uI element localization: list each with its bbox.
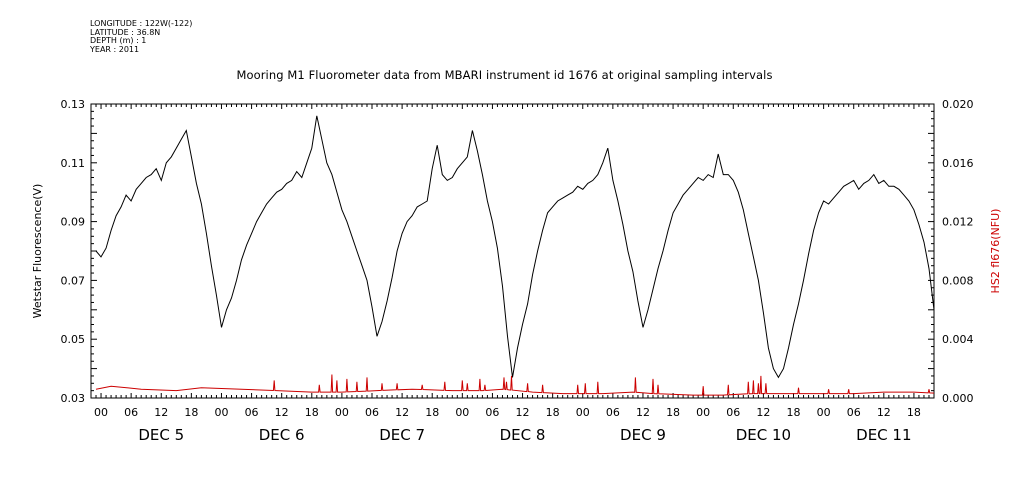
x-day-label: DEC 6 xyxy=(259,426,305,444)
meta-longitude: LONGITUDE : 122W(-122) xyxy=(90,19,193,28)
y-axis-left-label: Wetstar Fluorescence(V) xyxy=(31,184,44,319)
x-tick-label: 18 xyxy=(787,406,801,419)
x-tick-label: 06 xyxy=(245,406,259,419)
y-right-tick-label: 0.008 xyxy=(942,274,974,287)
y-left-tick-label: 0.03 xyxy=(61,392,86,405)
chart-title: Mooring M1 Fluorometer data from MBARI i… xyxy=(236,68,773,82)
x-tick-label: 18 xyxy=(546,406,560,419)
x-tick-label: 12 xyxy=(636,406,650,419)
x-tick-label: 18 xyxy=(425,406,439,419)
x-tick-label: 12 xyxy=(756,406,770,419)
x-day-label: DEC 8 xyxy=(500,426,546,444)
x-tick-label: 00 xyxy=(94,406,108,419)
y-left-tick-label: 0.05 xyxy=(61,333,86,346)
y-left-tick-label: 0.09 xyxy=(61,216,86,229)
x-tick-label: 00 xyxy=(817,406,831,419)
x-tick-label: 00 xyxy=(214,406,228,419)
y-right-tick-label: 0.016 xyxy=(942,157,974,170)
x-tick-label: 18 xyxy=(666,406,680,419)
x-tick-label: 06 xyxy=(485,406,499,419)
x-day-label: DEC 10 xyxy=(736,426,791,444)
x-tick-label: 06 xyxy=(124,406,138,419)
y-left-tick-label: 0.11 xyxy=(61,157,86,170)
meta-latitude: LATITUDE : 36.8N xyxy=(90,27,161,37)
x-tick-label: 00 xyxy=(696,406,710,419)
x-tick-label: 12 xyxy=(877,406,891,419)
series-hs2-line xyxy=(95,374,934,396)
series-wetstar-line xyxy=(95,115,934,379)
x-day-label: DEC 7 xyxy=(379,426,425,444)
series-layer xyxy=(95,115,934,396)
y-right-tick-label: 0.012 xyxy=(942,216,974,229)
x-day-label: DEC 9 xyxy=(620,426,666,444)
metadata-block: LONGITUDE : 122W(-122) LATITUDE : 36.8N … xyxy=(90,19,193,54)
meta-year: YEAR : 2011 xyxy=(90,44,140,54)
x-tick-label: 12 xyxy=(395,406,409,419)
x-tick-label: 18 xyxy=(305,406,319,419)
axes: 00 06 12 18 00 06 12 18 00 06 12 18 00 06 12 18 00 06 12 18… xyxy=(61,98,974,444)
y-right-tick-label: 0.000 xyxy=(942,392,974,405)
y-axis-right-label: HS2 fl676(NFU) xyxy=(989,209,1002,294)
x-tick-label: 12 xyxy=(516,406,530,419)
x-tick-label: 00 xyxy=(455,406,469,419)
x-tick-label: 00 xyxy=(576,406,590,419)
x-day-label: DEC 5 xyxy=(138,426,184,444)
x-tick-label: 12 xyxy=(154,406,168,419)
x-tick-label: 06 xyxy=(606,406,620,419)
x-tick-label: 18 xyxy=(184,406,198,419)
y-right-tick-label: 0.020 xyxy=(942,98,974,111)
x-tick-label: 06 xyxy=(847,406,861,419)
meta-depth: DEPTH (m) : 1 xyxy=(90,36,147,45)
x-tick-label: 06 xyxy=(726,406,740,419)
y-left-tick-label: 0.13 xyxy=(61,98,86,111)
y-right-tick-label: 0.004 xyxy=(942,333,974,346)
x-tick-label: 00 xyxy=(335,406,349,419)
x-tick-label: 18 xyxy=(907,406,921,419)
plot-frame xyxy=(90,103,935,399)
y-left-tick-label: 0.07 xyxy=(61,274,86,287)
x-tick-label: 12 xyxy=(275,406,289,419)
x-tick-label: 06 xyxy=(365,406,379,419)
x-day-label: DEC 11 xyxy=(856,426,911,444)
